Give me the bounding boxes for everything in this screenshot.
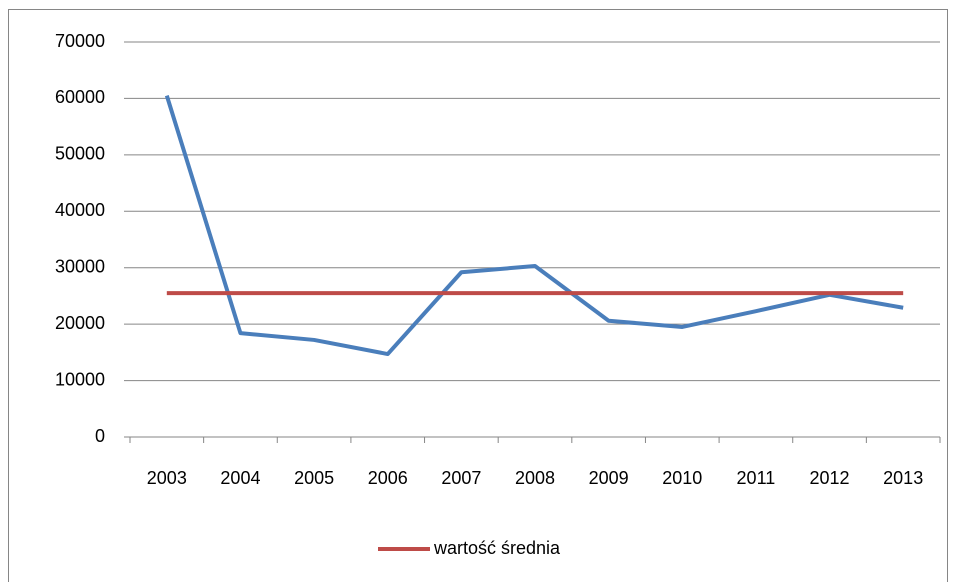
y-tick-label: 20000: [55, 313, 105, 333]
x-tick-label: 2013: [883, 468, 923, 488]
x-tick-label: 2004: [220, 468, 260, 488]
y-tick-label: 30000: [55, 256, 105, 276]
x-tick-label: 2012: [810, 468, 850, 488]
chart-border: [8, 9, 948, 582]
y-tick-label: 0: [95, 426, 105, 446]
series-line: [164, 95, 904, 357]
x-tick-label: 2005: [294, 468, 334, 488]
x-tick-label: 2011: [737, 468, 776, 488]
x-tick-label: 2010: [662, 468, 702, 488]
x-tick-label: 2007: [441, 468, 481, 488]
x-tick-label: 2008: [515, 468, 555, 488]
y-tick-label: 40000: [55, 200, 105, 220]
legend-label: wartość średnia: [433, 538, 561, 558]
y-tick-label: 70000: [55, 31, 105, 51]
x-tick-label: 2003: [147, 468, 187, 488]
x-tick-label: 2006: [368, 468, 408, 488]
x-tick-label: 2009: [589, 468, 629, 488]
y-tick-label: 10000: [55, 369, 105, 389]
y-tick-label: 50000: [55, 144, 105, 164]
y-tick-label: 60000: [55, 87, 105, 107]
